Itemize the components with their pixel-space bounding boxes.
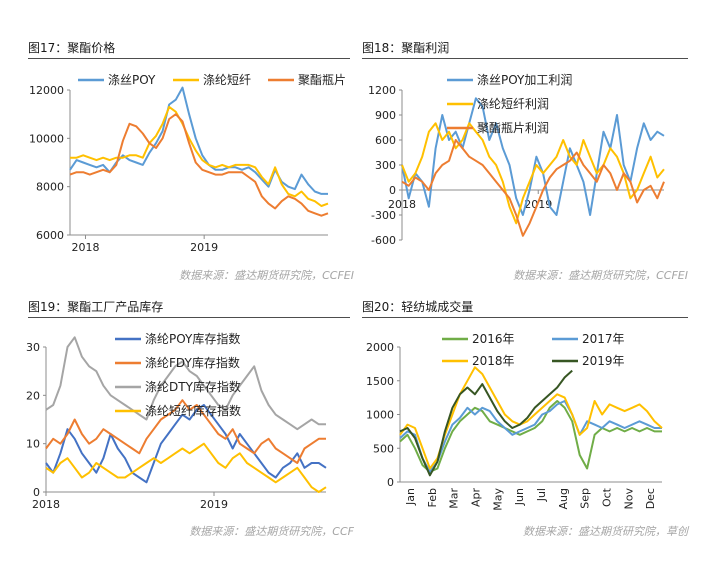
y-tick-label: 2000 — [366, 341, 394, 354]
series-line-2 — [401, 139, 665, 237]
series-line-0 — [69, 86, 328, 195]
y-tick-label: 0 — [33, 486, 40, 499]
x-tick-label: Nov — [622, 488, 635, 510]
x-tick-label: Jul — [535, 488, 548, 502]
legend-label-2: 涤纶DTY库存指数 — [145, 379, 241, 394]
x-tick-label: 2018 — [32, 498, 60, 511]
series-line-0 — [399, 400, 662, 473]
figure-18-source: 数据来源：盛达期货研究院，CCFEI — [513, 269, 688, 282]
x-tick-label: 2019 — [200, 498, 228, 511]
legend-label-3: 2019年 — [582, 354, 625, 368]
y-tick-label: 500 — [373, 442, 394, 455]
legend-label-1: 2017年 — [582, 332, 625, 346]
figure-18-title: 图18：聚酯利润 — [362, 41, 450, 55]
figure-19-chart: 0 10 20 30 2018 2019 涤纶POY库存指数涤纶FDY库存指数涤纶DTY库存… — [26, 331, 327, 511]
y-tick-label: 20 — [26, 389, 40, 402]
x-tick-label: Sep — [579, 488, 592, 509]
x-tick-label: Jun — [513, 488, 526, 506]
figure-20-source: 数据来源：盛达期货研究院，草创 — [523, 525, 688, 538]
x-tick-label: Aug — [557, 488, 570, 509]
y-tick-label: 12000 — [29, 84, 64, 97]
legend-label-1: 涤纶短纤利润 — [477, 97, 549, 111]
figure-20-chart: 0 500 1000 1500 2000 Jan Feb Mar Apr May Jun Jul Aug… — [366, 332, 663, 511]
y-tick-label: -600 — [371, 234, 396, 247]
series-line-2 — [69, 113, 329, 217]
figure-20-title: 图20：轻纺城成交量 — [362, 300, 474, 314]
x-tick-label: Oct — [600, 487, 613, 507]
legend-label-0: 涤丝POY加工利润 — [477, 73, 572, 87]
x-tick-label: 2018 — [388, 198, 416, 211]
figure-19-rule — [28, 317, 350, 318]
y-tick-label: 0 — [387, 476, 394, 489]
y-tick-label: -300 — [371, 209, 396, 222]
series-line-1 — [401, 122, 665, 225]
y-tick-label: 900 — [375, 109, 396, 122]
y-tick-label: 1500 — [366, 375, 394, 388]
x-tick-label: 2019 — [190, 241, 218, 254]
x-tick-label: Dec — [644, 488, 657, 509]
legend-label-2: 聚酯瓶片利润 — [477, 121, 549, 135]
series-line-1 — [399, 400, 662, 473]
x-tick-label: Mar — [448, 488, 461, 509]
series-line-3 — [45, 442, 327, 493]
x-tick-label: Feb — [426, 488, 439, 507]
figure-17-title: 图17：聚酯价格 — [28, 41, 116, 55]
y-tick-label: 0 — [389, 184, 396, 197]
figure-17-rule — [28, 58, 350, 59]
legend-label-0: 2016年 — [472, 332, 515, 346]
x-tick-label: May — [491, 488, 504, 511]
y-tick-label: 300 — [375, 159, 396, 172]
figure-17-chart: 6000 8000 10000 12000 2018 2019 涤丝POY 涤纶短纤 聚酯瓶片 — [29, 73, 346, 254]
series-line-2 — [45, 336, 326, 431]
x-tick-label: Apr — [469, 488, 482, 508]
series-line-1 — [45, 399, 326, 464]
legend-label-1: 涤纶短纤 — [203, 73, 251, 87]
legend-label-2: 2018年 — [472, 354, 515, 368]
y-tick-label: 1200 — [368, 84, 396, 97]
y-tick-label: 600 — [375, 134, 396, 147]
y-tick-label: 10000 — [29, 132, 64, 145]
figure-20-rule — [362, 317, 688, 318]
y-tick-label: 6000 — [36, 229, 64, 242]
legend-label-1: 涤纶FDY库存指数 — [145, 355, 240, 370]
y-tick-label: 8000 — [36, 181, 64, 194]
y-tick-label: 30 — [26, 341, 40, 354]
legend-label-3: 涤纶短纤库存指数 — [145, 403, 241, 418]
figure-19-source: 数据来源：盛达期货研究院，CCF — [189, 525, 354, 538]
legend-label-0: 涤丝POY — [108, 73, 156, 87]
figure-18-rule — [362, 58, 688, 59]
legend-label-0: 涤纶POY库存指数 — [145, 331, 240, 346]
series-line-3 — [399, 369, 573, 477]
series-line-1 — [70, 105, 329, 207]
figure-17-source: 数据来源：盛达期货研究院，CCFEI — [179, 269, 354, 282]
legend-label-2: 聚酯瓶片 — [298, 73, 346, 87]
y-tick-label: 10 — [26, 438, 40, 451]
x-tick-label: 2018 — [71, 241, 99, 254]
x-tick-label: Jan — [404, 488, 417, 506]
figure-19-title: 图19：聚酯工厂产品库存 — [28, 300, 164, 314]
y-tick-label: 1000 — [366, 409, 394, 422]
